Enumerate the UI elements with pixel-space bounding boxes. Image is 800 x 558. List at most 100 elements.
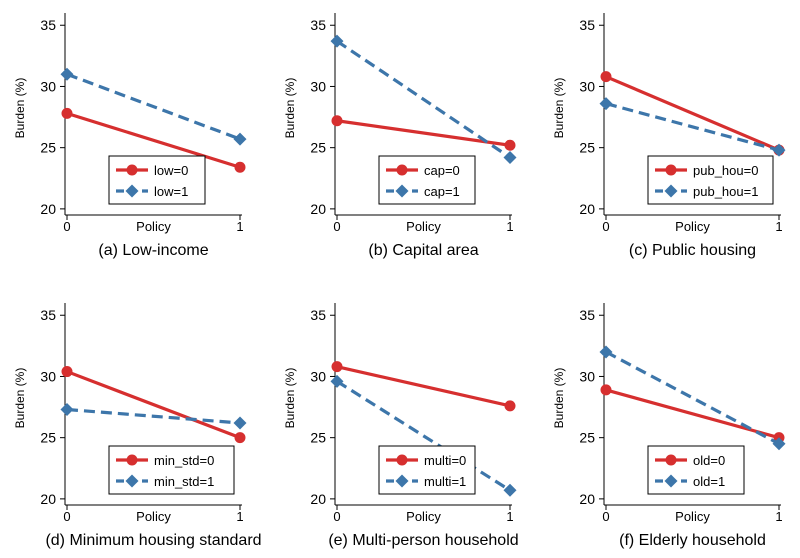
- y-axis-title: Burden (%): [283, 78, 297, 139]
- data-point: [61, 366, 73, 378]
- legend-label: old=1: [693, 474, 725, 489]
- y-tick-label: 20: [310, 491, 326, 507]
- y-tick-label: 35: [40, 17, 56, 33]
- series-line: [605, 75, 780, 152]
- legend-box: [108, 445, 235, 495]
- legend-label: min_std=1: [154, 474, 214, 489]
- y-tick-label: 25: [40, 430, 56, 446]
- series-line: [336, 39, 511, 159]
- panel-caption: (a) Low-income: [98, 242, 208, 259]
- y-tick-label: 30: [579, 78, 595, 94]
- data-point: [503, 150, 517, 164]
- x-tick-label: 1: [775, 509, 782, 524]
- y-axis-title: Burden (%): [552, 78, 566, 139]
- data-point: [331, 361, 343, 373]
- y-tick-label: 35: [579, 307, 595, 323]
- legend-label: multi=1: [424, 474, 466, 489]
- x-axis-title: Policy: [675, 219, 710, 234]
- data-point: [599, 97, 613, 111]
- y-tick-label: 30: [310, 368, 326, 384]
- chart-panel: 20 25 30 35 Burden (%) 0 1 Policy pub_hou=0 pub_h…: [552, 13, 786, 259]
- series-line: [66, 407, 241, 425]
- legend-marker: [126, 164, 138, 176]
- data-point: [233, 132, 247, 146]
- legend-label: old=0: [693, 453, 725, 468]
- x-axis-title: Policy: [406, 509, 441, 524]
- y-tick-label: 25: [579, 430, 595, 446]
- y-tick-label: 20: [40, 491, 56, 507]
- chart-panel: 20 25 30 35 Burden (%) 0 1 Policy min_std=0 min_s…: [13, 303, 262, 549]
- legend-marker: [126, 454, 138, 466]
- data-point: [504, 139, 516, 151]
- legend-box: [647, 445, 745, 495]
- legend-marker: [664, 474, 678, 488]
- y-axis-title: Burden (%): [13, 78, 27, 139]
- legend-box: [647, 155, 774, 205]
- x-axis-title: Policy: [136, 219, 171, 234]
- series-line: [66, 370, 241, 440]
- y-tick-label: 25: [310, 140, 326, 156]
- x-tick-label: 1: [236, 219, 243, 234]
- data-point: [600, 384, 612, 396]
- x-tick-label: 0: [333, 509, 340, 524]
- series-line: [66, 111, 241, 169]
- x-axis-title: Policy: [675, 509, 710, 524]
- legend-marker: [125, 184, 139, 198]
- data-point: [60, 403, 74, 417]
- legend-marker: [125, 474, 139, 488]
- legend-marker: [395, 184, 409, 198]
- y-tick-label: 30: [310, 78, 326, 94]
- x-tick-label: 0: [63, 509, 70, 524]
- legend-box: [378, 445, 476, 495]
- data-point: [330, 34, 344, 48]
- legend-box: [378, 155, 476, 205]
- data-point: [61, 107, 73, 119]
- x-tick-label: 1: [506, 219, 513, 234]
- legend-label: pub_hou=1: [693, 184, 758, 199]
- x-axis-title: Policy: [136, 509, 171, 524]
- data-point: [599, 345, 613, 359]
- y-tick-label: 30: [579, 368, 595, 384]
- x-tick-label: 0: [63, 219, 70, 234]
- data-point: [234, 161, 246, 173]
- series-line: [336, 365, 511, 408]
- legend-label: low=0: [154, 163, 188, 178]
- y-axis-title: Burden (%): [283, 368, 297, 429]
- series-line: [336, 379, 511, 492]
- y-tick-label: 20: [310, 201, 326, 217]
- chart-panel: 20 25 30 35 Burden (%) 0 1 Policy low=0 low=1 (a) …: [13, 13, 247, 259]
- y-tick-label: 20: [40, 201, 56, 217]
- series-line: [605, 102, 780, 152]
- data-point: [504, 400, 516, 412]
- x-tick-label: 0: [602, 219, 609, 234]
- legend-label: pub_hou=0: [693, 163, 758, 178]
- series-line: [605, 388, 780, 440]
- legend-marker: [664, 184, 678, 198]
- y-tick-label: 25: [40, 140, 56, 156]
- data-point: [600, 71, 612, 83]
- data-point: [233, 416, 247, 430]
- legend-marker: [395, 474, 409, 488]
- y-tick-label: 30: [40, 78, 56, 94]
- x-tick-label: 0: [333, 219, 340, 234]
- y-tick-label: 35: [40, 307, 56, 323]
- data-point: [772, 437, 786, 451]
- panel-caption: (e) Multi-person household: [328, 532, 518, 549]
- legend-marker: [396, 454, 408, 466]
- data-point: [331, 115, 343, 127]
- y-tick-label: 35: [579, 17, 595, 33]
- chart-panel: 20 25 30 35 Burden (%) 0 1 Policy cap=0 cap=1 (b) …: [283, 13, 517, 259]
- legend-label: cap=1: [424, 184, 460, 199]
- chart-panel: 20 25 30 35 Burden (%) 0 1 Policy old=0 old=1 (f) …: [552, 303, 786, 549]
- y-tick-label: 35: [310, 307, 326, 323]
- y-axis-title: Burden (%): [13, 368, 27, 429]
- data-point: [330, 374, 344, 388]
- panel-caption: (c) Public housing: [629, 242, 756, 259]
- legend-label: min_std=0: [154, 453, 214, 468]
- chart-panel: 20 25 30 35 Burden (%) 0 1 Policy multi=0 multi=1…: [283, 303, 519, 549]
- data-point: [772, 143, 786, 157]
- legend-label: multi=0: [424, 453, 466, 468]
- y-tick-label: 35: [310, 17, 326, 33]
- data-point: [60, 67, 74, 81]
